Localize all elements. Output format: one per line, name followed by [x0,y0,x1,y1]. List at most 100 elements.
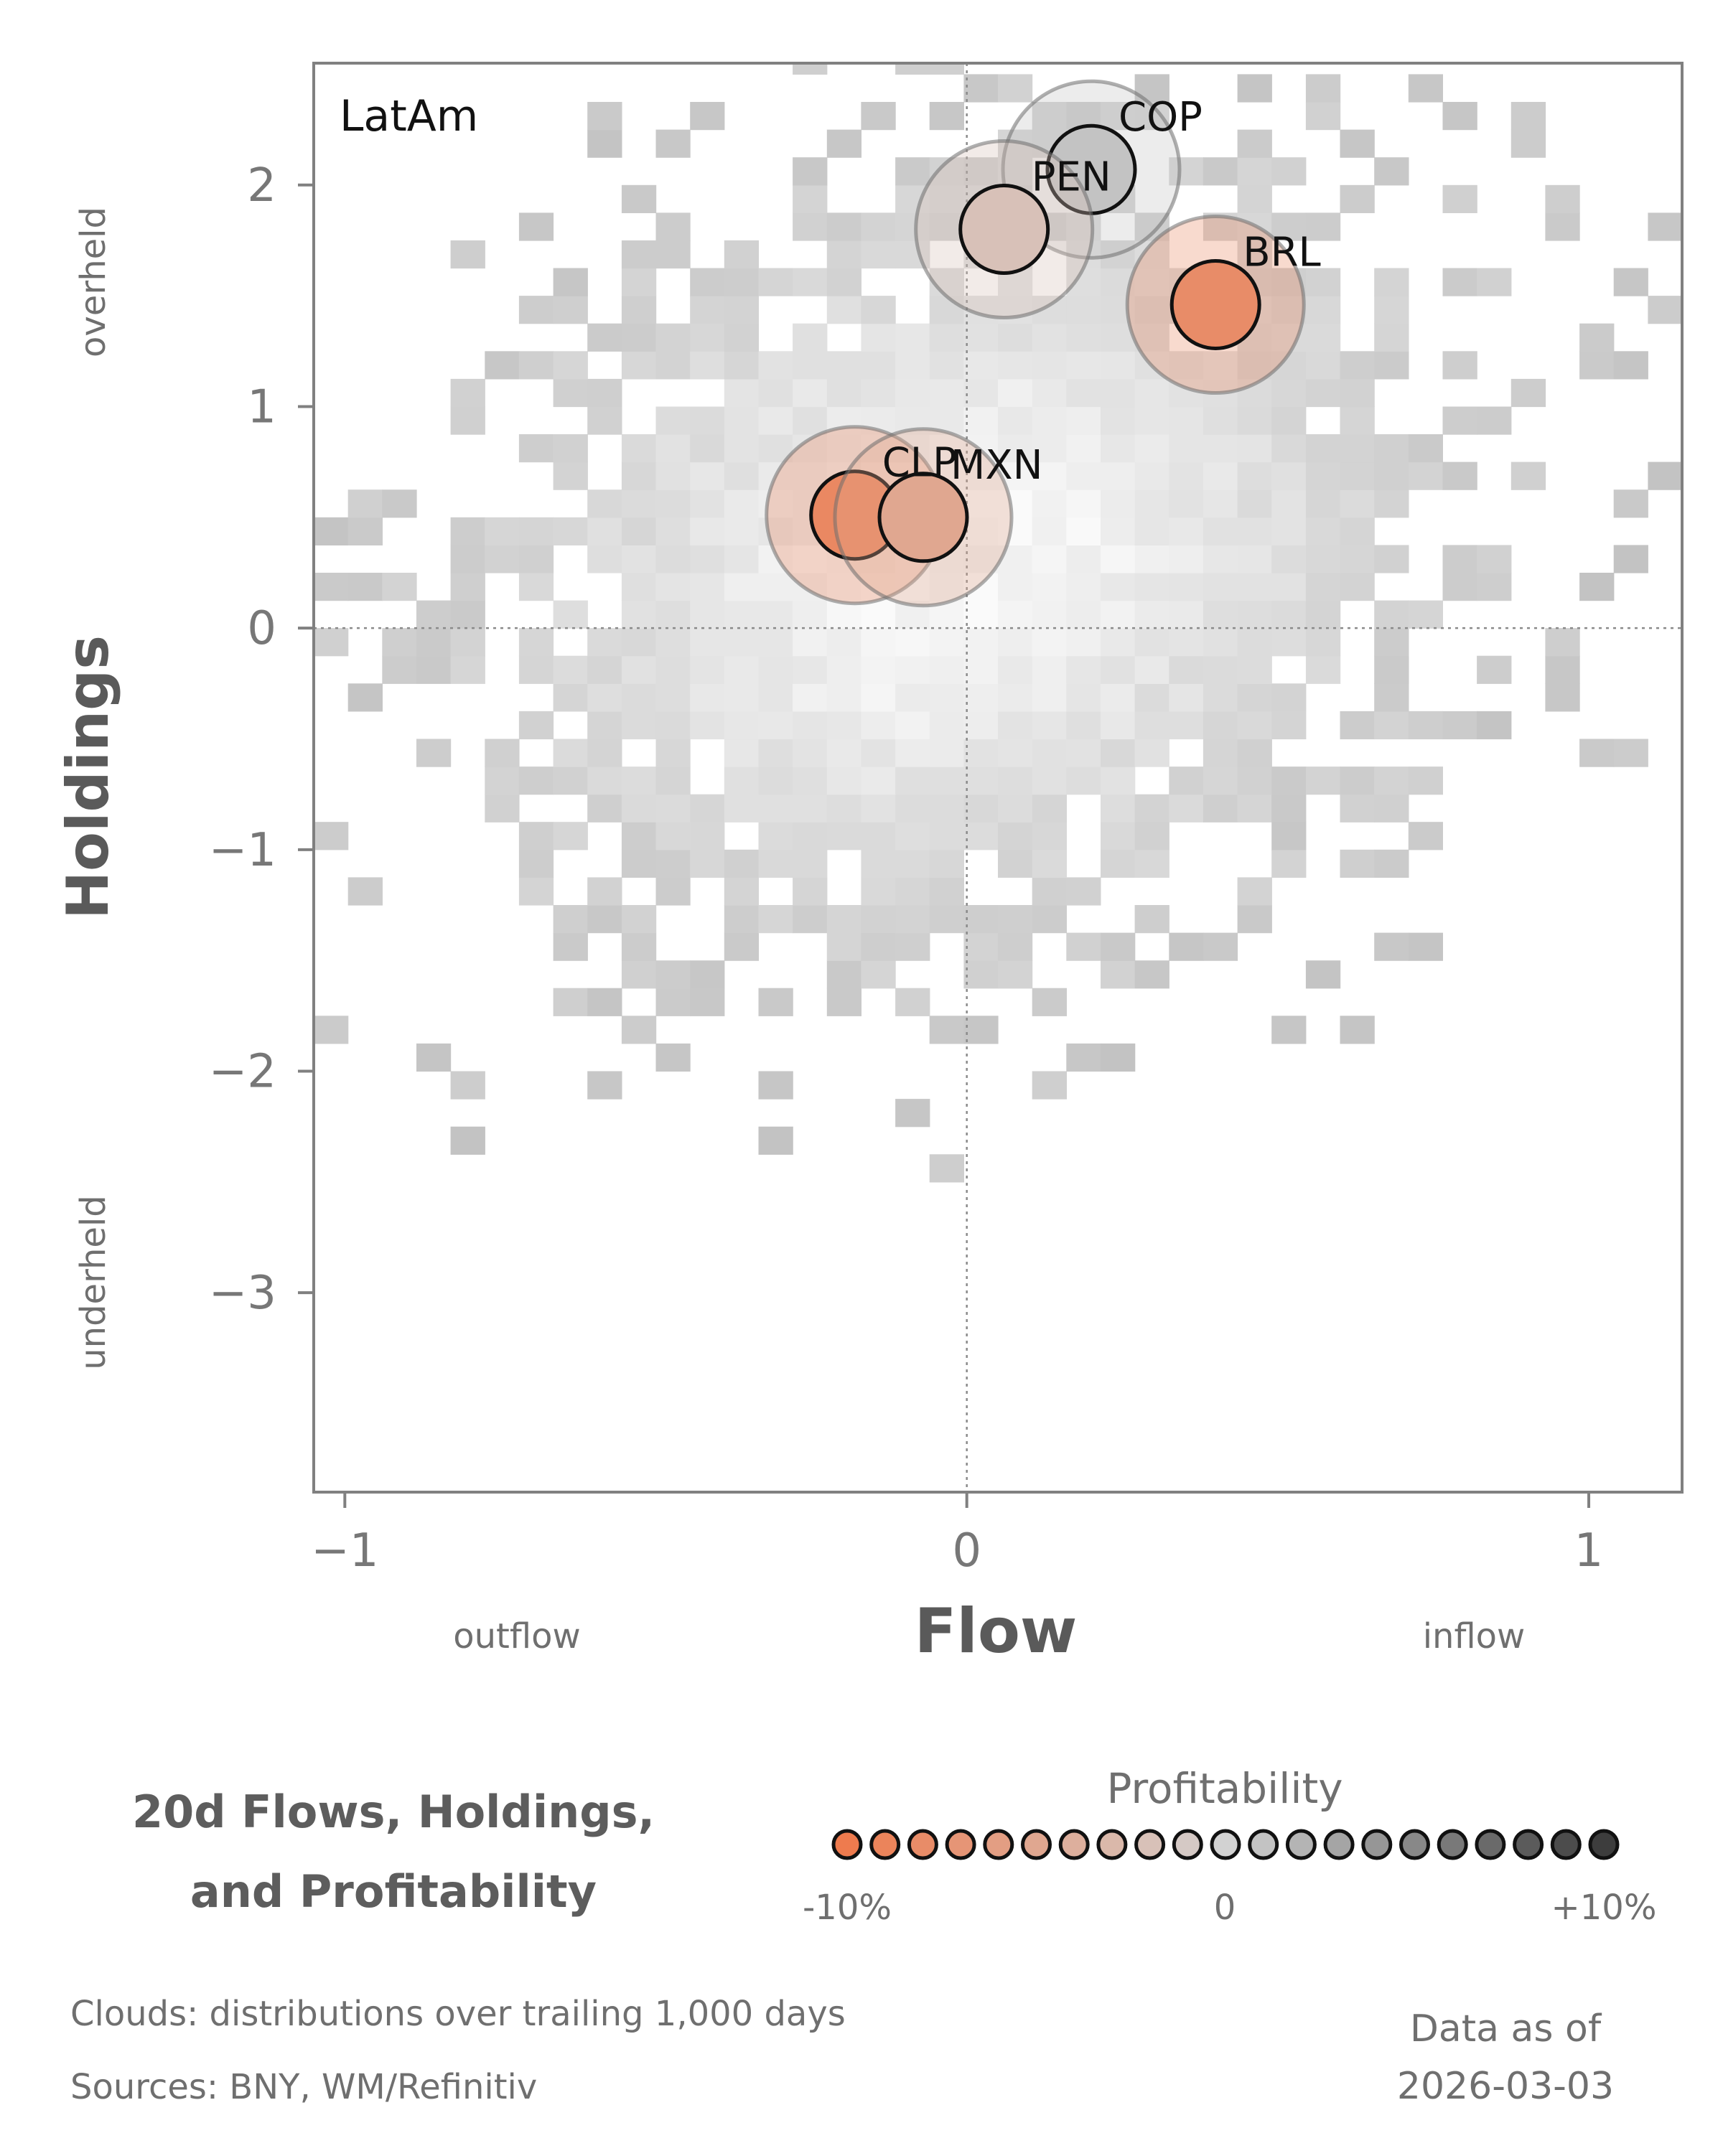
cloud-cell [1408,600,1443,629]
cloud-cell [861,683,896,712]
cloud-cell [1271,849,1307,878]
cloud-cell [1271,434,1307,463]
cloud-cell [553,600,588,629]
legend-swatch [945,1829,976,1860]
cloud-cell [553,517,588,545]
cloud-cell [826,767,862,795]
cloud-cell [1271,296,1307,324]
cloud-cell [1134,849,1169,878]
legend-tick-min: -10% [803,1888,892,1928]
cloud-cell [963,739,999,767]
cloud-cell [758,517,793,545]
cloud-cell [758,822,793,850]
cloud-cell [1271,794,1307,822]
cloud-cell [621,489,657,518]
cloud-cell [1203,157,1238,186]
cloud-cell [1169,545,1204,573]
cloud-cell [690,960,725,989]
cloud-cell [1305,296,1341,324]
cloud-cell [553,655,588,684]
cloud-cell [998,655,1033,684]
cloud-cell [1066,378,1101,408]
cloud-cell [1237,683,1272,712]
cloud-cell [929,822,964,850]
cloud-cell [1237,767,1272,795]
cloud-cell [1374,157,1409,186]
cloud-cell [929,102,964,131]
cloud-cell [1169,461,1204,490]
cloud-cell [1374,794,1409,822]
y-tick-label: 1 [247,380,276,433]
cloud-cell [929,378,964,408]
cloud-cell [861,655,896,684]
cloud-cell [1408,434,1443,463]
cloud-cell [1101,378,1136,408]
cloud-cell [1169,351,1204,380]
cloud-cell [1101,739,1136,767]
cloud-cell [1203,434,1238,463]
cloud-cell [929,628,964,657]
cloud-cell [1305,573,1341,601]
cloud-cell [621,767,657,795]
as-of-date: 2026-03-03 [1397,2065,1614,2108]
cloud-cell [655,960,691,989]
cloud-cell [1340,711,1375,740]
cloud-cell [1442,573,1477,601]
cloud-cell [621,545,657,573]
cloud-cell [690,434,725,463]
x-tick-label: −1 [311,1524,378,1578]
cloud-cell [587,794,622,822]
cloud-cell [724,932,759,961]
cloud-cell [758,628,793,657]
cloud-cell [1066,351,1101,380]
cloud-cell [553,932,588,961]
cloud-cell [655,628,691,657]
cloud-cell [724,545,759,573]
cloud-cell [929,655,964,684]
cloud-cell [1032,406,1067,435]
cloud-cell [621,905,657,934]
cloud-cell [587,711,622,740]
cloud-cell [793,600,828,629]
cloud-cell [1066,600,1101,629]
cloud-cell [587,102,622,131]
cloud-cell [963,794,999,822]
cloud-cell [1101,655,1136,684]
cloud-cell [793,378,828,408]
cloud-cell [1032,905,1067,934]
cloud-cell [382,489,417,518]
cloud-cell [1032,378,1067,408]
cloud-cell [690,849,725,878]
cloud-cell [553,296,588,324]
cloud-cell [998,960,1033,989]
cloud-cell [690,711,725,740]
cloud-cell [1305,517,1341,545]
cloud-cell [758,794,793,822]
cloud-cell [758,683,793,712]
cloud-cell [1237,545,1272,573]
cloud-cell [1305,489,1341,518]
cloud-cell [1169,794,1204,822]
cloud-cell [895,655,930,684]
cloud-cell [724,794,759,822]
cloud-cell [1340,517,1375,545]
cloud-cell [690,489,725,518]
cloud-cell [1203,739,1238,767]
cloud-cell [314,1016,349,1044]
x-low-direction-label: outflow [453,1616,580,1656]
cloud-cell [1169,628,1204,657]
cloud-cell [861,600,896,629]
cloud-cell [450,517,485,545]
cloud-cell [553,434,588,463]
cloud-cell [1101,711,1136,740]
cloud-cell [998,74,1033,103]
cloud-cell [826,960,862,989]
cloud-cell [895,323,930,352]
cloud-cell [1305,434,1341,463]
legend-swatch [1475,1829,1506,1860]
clouds-footnote: Clouds: distributions over trailing 1,00… [70,1994,846,2034]
legend-swatch [1550,1829,1582,1860]
cloud-cell [1305,102,1341,131]
cloud-cell [621,434,657,463]
cloud-cell [1305,628,1341,657]
